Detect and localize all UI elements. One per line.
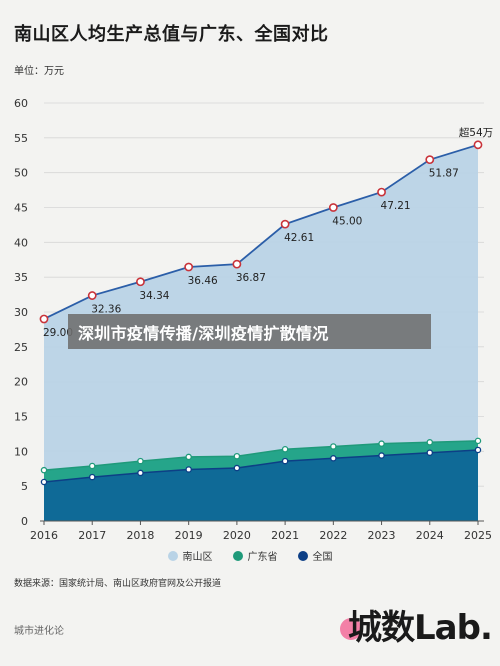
- x-tick-label: 2017: [78, 529, 106, 542]
- legend-label-nanshan: 南山区: [182, 552, 213, 563]
- area-national: [44, 449, 478, 521]
- x-tick-label: 2019: [175, 529, 203, 542]
- legend-item-nanshan: 南山区: [167, 548, 213, 563]
- point-guangdong: [378, 440, 385, 447]
- point-guangdong: [281, 445, 289, 453]
- legend-label-guangdong: 广东省: [247, 552, 278, 563]
- unit-label: 单位：万元: [14, 66, 64, 77]
- line-guangdong: [43, 440, 479, 471]
- point-national: [330, 455, 337, 462]
- data-label-nanshan: 45.00: [332, 216, 362, 228]
- brand-logo: 城数Lab.: [348, 608, 493, 648]
- data-label-nanshan: 超54万: [459, 126, 493, 139]
- y-tick-label: 10: [14, 445, 28, 458]
- x-tick-label: 2018: [126, 529, 154, 542]
- point-national: [426, 449, 434, 456]
- legend-item-national: 全国: [297, 548, 333, 563]
- x-tick-label: 2023: [368, 529, 396, 542]
- point-national: [233, 464, 241, 472]
- y-tick-label: 25: [14, 341, 28, 354]
- overlay-banner: 深圳市疫情传播/深圳疫情扩散情况: [68, 314, 431, 349]
- point-nanshan: [280, 219, 290, 229]
- y-tick-label: 40: [14, 236, 28, 249]
- y-tick-label: 0: [21, 515, 28, 528]
- point-nanshan: [473, 140, 483, 150]
- point-nanshan: [39, 314, 49, 324]
- y-tick-label: 30: [14, 306, 28, 319]
- y-tick-label: 35: [14, 271, 28, 284]
- point-national: [137, 469, 144, 477]
- legend-dot-guangdong: [232, 550, 243, 561]
- x-tick-label: 2025: [464, 529, 492, 542]
- y-tick-label: 50: [14, 167, 28, 180]
- point-guangdong: [88, 462, 96, 470]
- source-note: 数据来源：国家统计局、南山区政府官网及公开报道: [14, 579, 222, 589]
- x-tick-label: 2022: [319, 529, 347, 542]
- x-tick-label: 2024: [416, 529, 444, 542]
- point-nanshan: [87, 291, 97, 300]
- data-label-nanshan: 47.21: [381, 200, 411, 212]
- point-guangdong: [185, 453, 192, 461]
- point-guangdong: [474, 437, 482, 445]
- point-nanshan: [136, 277, 145, 287]
- point-nanshan: [377, 187, 386, 197]
- line-nanshan: [43, 143, 479, 320]
- data-label-nanshan: 42.61: [284, 232, 314, 244]
- x-tick-label: 2021: [271, 529, 299, 542]
- data-label-nanshan: 34.34: [139, 290, 169, 302]
- point-national: [281, 457, 289, 465]
- y-tick-label: 55: [14, 132, 28, 145]
- data-label-nanshan: 51.87: [429, 168, 459, 180]
- logo-blob-icon: [340, 618, 362, 640]
- point-guangdong: [330, 443, 337, 450]
- x-tick-label: 2020: [223, 529, 251, 542]
- y-tick-label: 5: [21, 480, 28, 493]
- y-tick-label: 45: [14, 202, 28, 215]
- point-guangdong: [233, 452, 241, 460]
- point-nanshan: [425, 155, 435, 165]
- point-guangdong: [40, 466, 48, 474]
- legend: 南山区 广东省 全国: [0, 548, 500, 563]
- legend-dot-nanshan: [167, 550, 178, 561]
- point-national: [88, 473, 96, 481]
- point-nanshan: [232, 259, 242, 269]
- legend-label-national: 全国: [312, 552, 333, 563]
- x-tick-label: 2016: [30, 529, 58, 542]
- point-national: [474, 446, 482, 454]
- line-national: [43, 449, 479, 483]
- point-guangdong: [426, 439, 434, 446]
- point-guangdong: [137, 457, 144, 465]
- y-tick-label: 20: [14, 376, 28, 389]
- point-national: [40, 478, 48, 486]
- legend-item-guangdong: 广东省: [232, 548, 278, 563]
- data-label-nanshan: 29.00: [43, 327, 73, 339]
- y-tick-label: 15: [14, 411, 28, 424]
- point-national: [378, 452, 385, 459]
- data-label-nanshan: 32.36: [91, 304, 121, 316]
- point-nanshan: [184, 262, 194, 272]
- point-national: [185, 466, 192, 473]
- data-label-nanshan: 36.87: [236, 272, 266, 284]
- chart-title: 南山区人均生产总值与广东、全国对比: [14, 24, 329, 45]
- y-tick-label: 60: [14, 97, 28, 110]
- legend-dot-national: [297, 550, 308, 561]
- data-label-nanshan: 36.46: [188, 275, 218, 287]
- point-nanshan: [328, 203, 338, 212]
- footer-brand: 城市进化论: [14, 626, 64, 637]
